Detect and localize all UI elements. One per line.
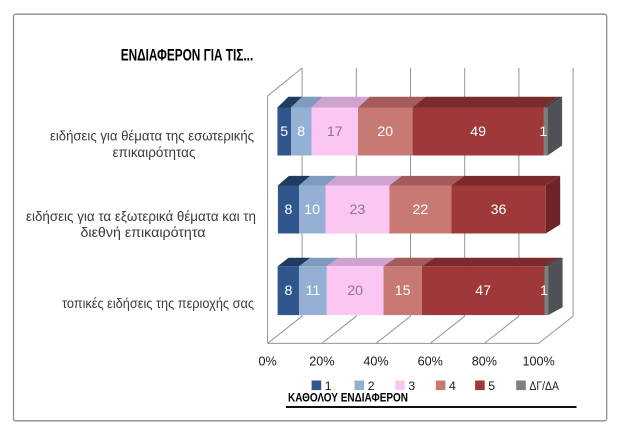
svg-text:20: 20 [377,124,393,140]
svg-text:5: 5 [280,124,288,140]
svg-text:ΚΑΘΟΛΟΥ ΕΝΔΙΑΦΕΡΟΝ: ΚΑΘΟΛΟΥ ΕΝΔΙΑΦΕΡΟΝ [288,391,408,405]
svg-text:22: 22 [413,202,429,218]
svg-text:8: 8 [284,202,292,218]
svg-text:1: 1 [539,124,547,140]
svg-text:ΕΝΔΙΑΦΕΡΟΝ ΓΙΑ ΤΙΣ...: ΕΝΔΙΑΦΕΡΟΝ ΓΙΑ ΤΙΣ... [121,46,254,65]
svg-text:100%: 100% [522,354,554,368]
svg-text:60%: 60% [418,354,443,368]
svg-text:4: 4 [449,379,456,393]
svg-text:2: 2 [368,379,375,393]
svg-text:15: 15 [395,283,411,299]
svg-text:5: 5 [488,379,495,393]
svg-text:17: 17 [327,124,343,140]
svg-text:τοπικές ειδήσεις της περιοχής: τοπικές ειδήσεις της περιοχής σας [62,295,254,311]
svg-text:8: 8 [297,124,305,140]
svg-text:1: 1 [325,379,332,393]
svg-text:23: 23 [350,202,366,218]
svg-text:ΔΓ/ΔΑ: ΔΓ/ΔΑ [529,379,559,393]
svg-text:8: 8 [284,283,292,299]
svg-text:3: 3 [408,379,415,393]
svg-text:49: 49 [470,124,486,140]
svg-text:80%: 80% [472,354,497,368]
svg-text:διεθνή επικαιρότητα: διεθνή επικαιρότητα [81,224,206,240]
svg-text:20%: 20% [309,354,334,368]
svg-text:40%: 40% [363,354,388,368]
svg-text:47: 47 [475,283,491,299]
svg-text:0%: 0% [258,354,276,368]
svg-text:ειδήσεις για θέματα της εσωτερ: ειδήσεις για θέματα της εσωτερικής [50,127,254,143]
svg-text:11: 11 [306,283,321,299]
svg-text:ειδήσεις για τα εξωτερικά θέμα: ειδήσεις για τα εξωτερικά θέματα και τη [26,208,256,224]
svg-text:20: 20 [347,283,363,299]
svg-text:1: 1 [540,283,548,299]
svg-text:επικαιρότητας: επικαιρότητας [113,144,196,160]
svg-text:10: 10 [304,202,320,218]
svg-text:36: 36 [491,202,507,218]
